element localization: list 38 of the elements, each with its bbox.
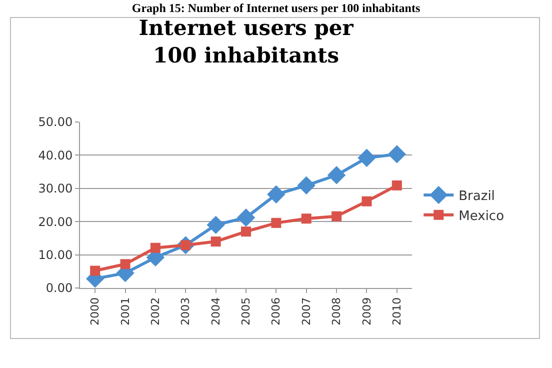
x-tick-label: 2006	[270, 297, 283, 326]
point	[358, 148, 376, 167]
point	[90, 266, 100, 276]
point	[297, 176, 316, 195]
y-tick-label: 0.00	[46, 281, 73, 296]
y-tick-label: 20.00	[38, 214, 73, 229]
legend-label: Brazil	[458, 189, 495, 204]
x-tick-label: 2000	[88, 297, 102, 326]
x-tick-label: 2005	[240, 297, 253, 326]
point	[150, 242, 160, 253]
x-tick-label: 2007	[300, 297, 313, 326]
x-tick-label: 2008	[330, 297, 344, 326]
x-tick-label: 2002	[149, 297, 162, 326]
y-tick-label: 40.00	[38, 148, 73, 162]
point	[236, 208, 256, 227]
x-tick-label: 2004	[209, 297, 222, 326]
point	[301, 214, 312, 224]
x-tick-label: 2003	[179, 297, 192, 326]
point	[241, 226, 251, 237]
y-tick-label: 30.00	[38, 182, 73, 196]
point	[362, 196, 372, 206]
legend-label: Mexico	[458, 208, 504, 224]
x-tick-label: 2010	[390, 297, 404, 326]
point	[210, 236, 221, 247]
y-tick-label: 50.00	[38, 115, 73, 130]
x-tick-label: 2009	[360, 297, 374, 326]
point	[327, 166, 346, 184]
point	[388, 145, 406, 164]
x-tick-label: 2001	[118, 297, 132, 326]
point	[332, 211, 342, 222]
chart-title: Internet users per 100 inhabitants	[138, 14, 354, 68]
y-tick-label: 10.00	[38, 248, 73, 262]
point	[392, 180, 402, 190]
caption: Graph 15: Number of Internet users per 100 inhabitants	[130, 1, 422, 16]
point	[267, 185, 286, 204]
point	[120, 259, 130, 270]
point	[206, 216, 225, 234]
point	[271, 218, 282, 228]
